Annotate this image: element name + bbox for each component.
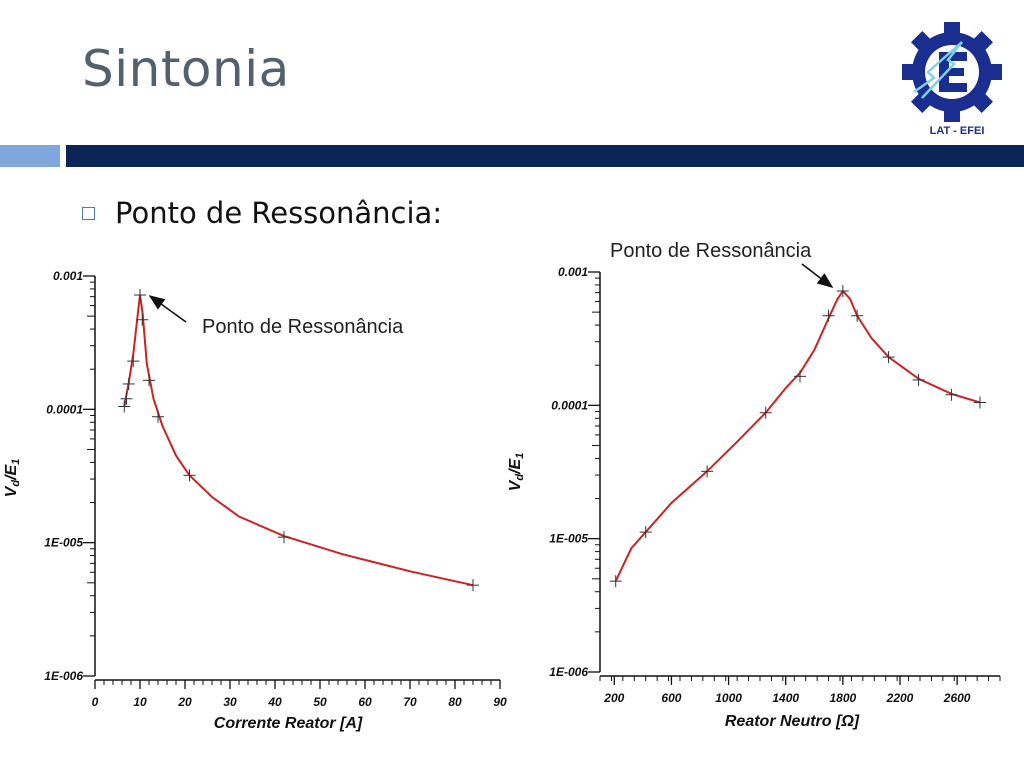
chart-reator-x-tick-label: 1800 [830,691,857,705]
chart-corrente-x-tick-label: 50 [313,695,327,709]
chart-corrente-x-tick-label: 90 [493,695,507,709]
chart-reator-series-line [614,289,981,582]
chart-corrente-x-tick-label: 10 [133,695,147,709]
chart-reator-data-point [851,309,864,322]
chart-corrente-y-tick-label: 1E-006 [44,669,83,683]
lat-efei-logo: LAT - EFEI [902,10,1012,140]
logo-text: LAT - EFEI [930,125,985,137]
chart-reator-annotation: Ponto de Ressonância [610,240,812,262]
chart-reator-y-tick-label: 0.001 [558,265,588,279]
chart-corrente-xlabel: Corrente Reator [A] [214,715,363,732]
header-bar [66,145,1024,167]
chart-reator-data-point [974,396,986,409]
chart-reator-x-tick-label: 2200 [886,691,914,705]
chart-corrente-ylabel: Vd/E1 [3,459,22,498]
bullet-text: Ponto de Ressonância: [115,196,443,230]
chart-corrente: Corrente Reator [A] Vd/E1 Ponto de Resso… [3,269,507,732]
chart-corrente-data-point [278,531,290,544]
chart-reator-data-point [759,406,772,419]
chart-reator-y-tick-label: 0.0001 [551,398,588,412]
chart-corrente-data-point [134,289,146,302]
chart-corrente-data-point [467,579,479,592]
chart-reator-data-point [609,575,622,588]
chart-corrente-x-tick-label: 40 [267,695,282,709]
chart-corrente-x-tick-label: 20 [177,695,192,709]
chart-reator-data-point [882,351,895,364]
chart-reator-arrow [801,263,834,288]
chart-reator-y-tick-label: 1E-005 [549,532,588,546]
chart-corrente-annotation: Ponto de Ressonância [202,316,404,338]
chart-corrente-data-point [118,400,131,413]
chart-corrente-x-tick-label: 70 [403,695,417,709]
chart-corrente-y-tick-label: 1E-005 [44,536,83,550]
chart-reator-ylabel: Vd/E1 [507,453,526,492]
chart-corrente-x-tick-label: 60 [358,695,372,709]
chart-corrente-data-point [152,410,164,423]
chart-corrente-x-tick-label: 30 [223,695,237,709]
chart-corrente-data-point [122,377,135,390]
chart-corrente-data-point [183,469,196,482]
bullet-square-icon [82,206,95,220]
chart-reator-data-point [701,465,714,478]
chart-corrente-series-line [123,294,474,587]
chart-reator-x-tick-label: 1400 [772,691,799,705]
chart-reator-data-point [912,373,925,386]
chart-reator-data-point [945,388,958,401]
chart-reator-x-tick-label: 1000 [715,691,742,705]
chart-corrente-y-tick-label: 0.0001 [46,402,83,416]
chart-corrente-y-tick-label: 0.001 [53,269,83,283]
chart-reator-neutro: Reator Neutro [Ω] Vd/E1 Ponto de Ressonâ… [507,240,1001,730]
chart-reator-y-tick-label: 1E-006 [549,665,588,679]
chart-reator-x-tick-label: 200 [603,691,624,705]
chart-corrente-data-point [143,374,155,387]
bullet-item: Ponto de Ressonância: [82,196,442,230]
chart-corrente-x-tick-label: 80 [448,695,462,709]
chart-corrente-data-point [120,392,133,405]
chart-reator-data-point [822,309,835,322]
chart-reator-x-tick-label: 600 [661,691,681,705]
chart-corrente-arrow [148,295,187,323]
chart-corrente-x-tick-label: 0 [92,695,99,709]
chart-reator-data-point [639,526,652,539]
slide-title: Sintonia [82,40,290,98]
chart-reator-data-point [836,285,849,298]
chart-corrente-data-point [136,313,149,326]
chart-reator-xlabel: Reator Neutro [Ω] [725,713,860,730]
chart-corrente-data-point [127,355,140,368]
header-accent-bar [0,145,60,167]
chart-reator-x-tick-label: 2600 [943,691,971,705]
chart-reator-data-point [794,370,806,383]
